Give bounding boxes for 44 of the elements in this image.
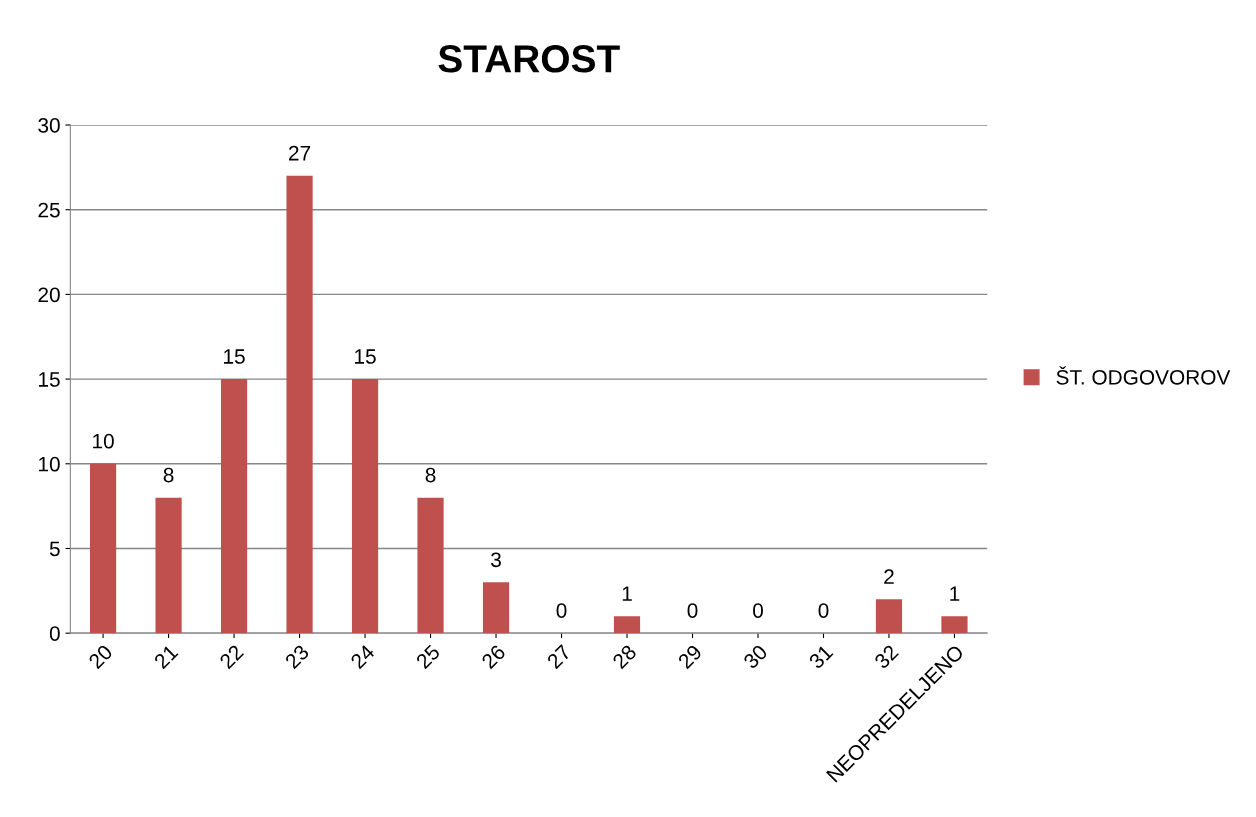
x-tick-label: 24 <box>349 643 376 670</box>
y-tick-label: 15 <box>39 372 60 387</box>
data-label: 10 <box>93 433 114 449</box>
data-label: 1 <box>622 586 632 601</box>
data-label: 1 <box>950 586 960 601</box>
y-tick-label: 0 <box>49 626 60 641</box>
data-label: 8 <box>425 467 436 483</box>
data-label: 27 <box>289 145 311 161</box>
data-label: 0 <box>556 603 567 618</box>
bar <box>417 497 444 634</box>
y-tick-label: 5 <box>49 541 60 557</box>
y-tick-label: 25 <box>38 202 60 218</box>
x-tick-label: 26 <box>480 643 507 670</box>
bar <box>613 616 641 634</box>
bar <box>89 463 117 634</box>
y-tick-label: 30 <box>38 118 60 133</box>
data-label: 15 <box>224 349 245 364</box>
x-tick-label: 30 <box>742 643 769 670</box>
data-label: 3 <box>491 552 501 568</box>
x-tick-label: 29 <box>677 643 703 670</box>
x-tick-label: 28 <box>611 643 638 670</box>
data-label: 2 <box>884 569 894 584</box>
chart-title: STAROST <box>438 45 620 73</box>
bar <box>351 379 379 634</box>
bar <box>941 616 968 634</box>
x-tick-label: 20 <box>87 643 114 670</box>
data-label: 8 <box>163 467 174 483</box>
bar <box>286 175 313 634</box>
y-tick-label: 20 <box>38 287 60 303</box>
data-label: 15 <box>355 349 376 364</box>
x-tick-label: 27 <box>546 644 572 670</box>
bar <box>220 379 248 634</box>
x-tick-label: 23 <box>284 643 310 670</box>
x-tick-label: 25 <box>415 643 441 670</box>
bar <box>875 599 903 634</box>
y-tick-label: 10 <box>39 456 60 472</box>
bar <box>155 497 182 634</box>
data-label: 0 <box>818 603 829 618</box>
data-label: 0 <box>687 603 698 618</box>
legend-label: ŠT. ODGOVOROV <box>1056 366 1231 385</box>
x-tick-label: 22 <box>218 644 244 670</box>
x-tick-label: 21 <box>153 644 179 670</box>
bar <box>482 582 510 634</box>
data-label: 0 <box>753 603 763 618</box>
